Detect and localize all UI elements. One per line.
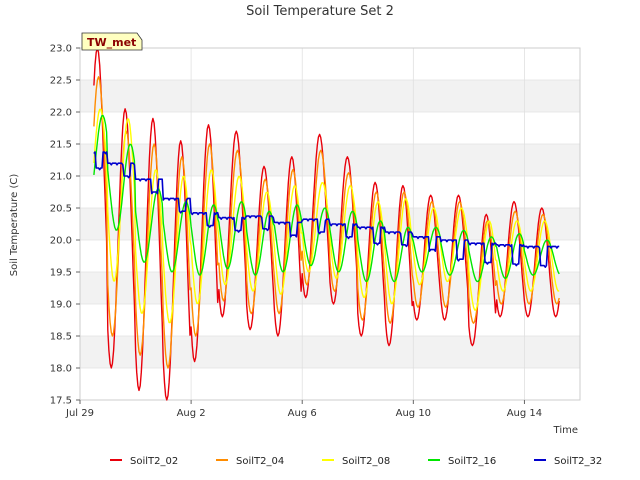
x-tick-label: Aug 6 <box>288 408 317 419</box>
y-tick-label: 22.5 <box>50 76 72 87</box>
plot-band <box>80 304 580 336</box>
station-label: TW_met <box>87 36 136 49</box>
y-tick-label: 18.5 <box>50 332 72 343</box>
plot-band <box>80 336 580 368</box>
legend-label-soilt2_08: SoilT2_08 <box>342 456 390 467</box>
x-axis-ticks: Jul 29 Aug 2 Aug 6 Aug 10 Aug 14 <box>65 400 542 419</box>
y-tick-label: 19.0 <box>50 300 72 311</box>
y-tick-label: 19.5 <box>50 268 72 279</box>
y-tick-label: 17.5 <box>50 396 72 407</box>
plot-band <box>80 80 580 112</box>
legend-label-soilt2_16: SoilT2_16 <box>448 456 496 467</box>
y-tick-label: 20.5 <box>50 204 72 215</box>
y-tick-label: 22.0 <box>50 108 72 119</box>
y-axis-ticks: 17.5 18.0 18.5 19.0 19.5 20.0 20.5 21.0 21.5 22.0… <box>50 44 80 407</box>
station-label-box: TW_met <box>81 32 143 51</box>
x-tick-label: Aug 10 <box>396 408 431 419</box>
plot-band <box>80 368 580 400</box>
series-layer <box>93 47 560 401</box>
x-tick-label: Aug 14 <box>507 408 542 419</box>
plot-band <box>80 48 580 80</box>
series-line-soilt2_16 <box>93 114 560 283</box>
y-tick-label: 21.5 <box>50 140 72 151</box>
y-tick-label: 21.0 <box>50 172 72 183</box>
plot-frame <box>79 47 581 401</box>
legend-label-soilt2_32: SoilT2_32 <box>554 456 602 467</box>
legend-label-soilt2_04: SoilT2_04 <box>236 456 284 467</box>
chart-title: Soil Temperature Set 2 <box>246 4 394 19</box>
legend-label-soilt2_02: SoilT2_02 <box>130 456 178 467</box>
series-line-soilt2_32 <box>93 151 560 268</box>
y-tick-label: 18.0 <box>50 364 72 375</box>
x-axis-label: Time <box>553 425 578 436</box>
legend: SoilT2_02 SoilT2_04 SoilT2_08 SoilT2_16 Soil… <box>110 456 602 467</box>
x-tick-label: Jul 29 <box>65 408 94 419</box>
x-tick-label: Aug 2 <box>177 408 206 419</box>
y-tick-label: 20.0 <box>50 236 72 247</box>
y-axis-label: Soil Temperature (C) <box>9 174 20 277</box>
y-tick-label: 23.0 <box>50 44 72 55</box>
plot-band <box>80 144 580 176</box>
plot-band <box>80 112 580 144</box>
